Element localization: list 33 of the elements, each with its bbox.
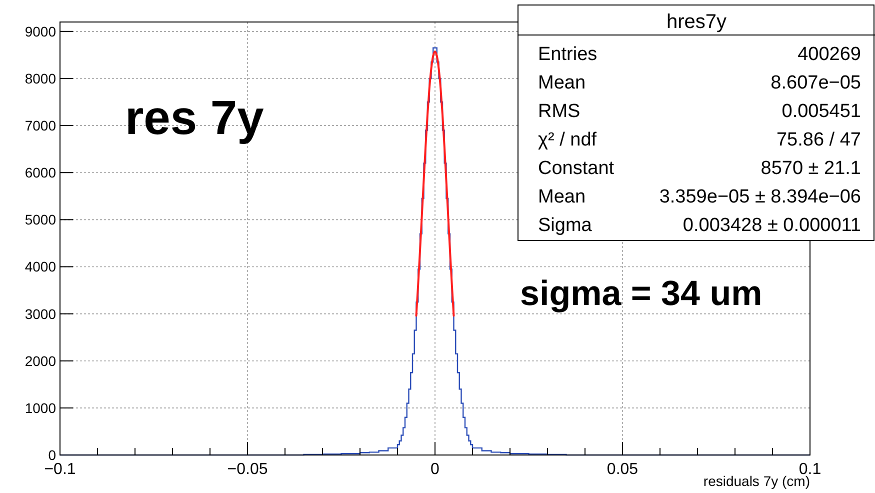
y-tick-label: 1000 — [24, 400, 56, 416]
annotation: Mean — [538, 72, 586, 94]
annotation: sigma = 34 um — [520, 274, 762, 313]
annotation: RMS — [538, 101, 580, 122]
annotation: 75.86 / 47 — [776, 130, 861, 150]
y-tick-label: 9000 — [24, 23, 56, 40]
annotation: Entries — [538, 44, 598, 65]
annotation: res 7y — [125, 92, 264, 145]
y-tick-label: 3000 — [24, 306, 56, 322]
y-tick-label: 4000 — [24, 258, 56, 275]
x-tick-label: 0.05 — [606, 461, 638, 478]
y-tick-label: 8000 — [24, 70, 56, 86]
annotation: 3.359e−05 ± 8.394e−06 — [659, 186, 861, 208]
annotation: χ² / ndf — [538, 130, 598, 150]
y-tick-label: 0 — [48, 447, 56, 463]
annotation: Mean — [538, 186, 586, 208]
line-series — [415, 50, 455, 317]
y-tick-label: 5000 — [24, 212, 56, 228]
annotation: 400269 — [798, 44, 861, 65]
annotation: Sigma — [538, 215, 592, 236]
x-tick-label: 0 — [430, 461, 440, 478]
annotation: 8.607e−05 — [770, 72, 861, 94]
annotation: 0.005451 — [782, 101, 861, 122]
annotation: Constant — [538, 158, 615, 179]
y-tick-label: 7000 — [24, 118, 56, 134]
x-tick-label: −0.1 — [44, 461, 76, 478]
y-tick-label: 2000 — [24, 352, 56, 369]
x-axis-title: residuals 7y (cm) — [703, 473, 810, 489]
annotation: hres7y — [666, 11, 727, 33]
y-tick-label: 6000 — [24, 164, 56, 181]
annotation: 8570 ± 21.1 — [760, 158, 861, 179]
x-tick-label: −0.05 — [227, 461, 268, 478]
annotation: 0.003428 ± 0.000011 — [682, 215, 861, 236]
